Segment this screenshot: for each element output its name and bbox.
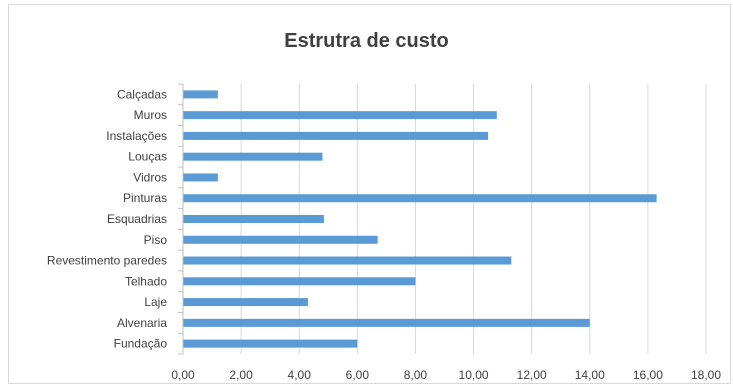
bar: [183, 131, 489, 140]
bar: [183, 256, 512, 265]
category-label: Pinturas: [123, 191, 167, 205]
category-label: Fundação: [114, 337, 168, 351]
x-tick-label: 0,00: [171, 368, 195, 382]
bar: [183, 173, 218, 182]
x-tick-label: 12,00: [517, 368, 547, 382]
category-label: Instalações: [106, 129, 167, 143]
category-label: Esquadrias: [107, 212, 167, 226]
bar: [183, 277, 416, 286]
chart-title: Estrutra de custo: [284, 30, 449, 52]
bar: [183, 318, 590, 327]
x-tick-label: 10,00: [459, 368, 489, 382]
bar: [183, 194, 657, 203]
category-label: Laje: [144, 295, 167, 309]
bar: [183, 298, 308, 307]
bar: [183, 235, 378, 244]
category-label: Piso: [144, 233, 168, 247]
bar: [183, 111, 497, 120]
x-tick-label: 4,00: [288, 368, 312, 382]
category-label: Calçadas: [117, 87, 167, 101]
x-tick-label: 2,00: [229, 368, 253, 382]
x-tick-label: 16,00: [633, 368, 663, 382]
category-label: Louças: [128, 150, 167, 164]
category-label: Telhado: [125, 274, 167, 288]
bar: [183, 215, 324, 223]
x-tick-label: 6,00: [346, 368, 370, 382]
category-label: Vidros: [133, 170, 167, 184]
category-label: Muros: [134, 108, 167, 122]
x-tick-label: 8,00: [404, 368, 428, 382]
x-tick-label: 18,00: [691, 368, 721, 382]
bar: [183, 339, 358, 348]
bar: [183, 152, 323, 161]
category-label: Revestimento paredes: [47, 254, 167, 268]
category-label: Alvenaria: [117, 316, 167, 330]
x-tick-label: 14,00: [575, 368, 605, 382]
bar: [183, 90, 218, 99]
